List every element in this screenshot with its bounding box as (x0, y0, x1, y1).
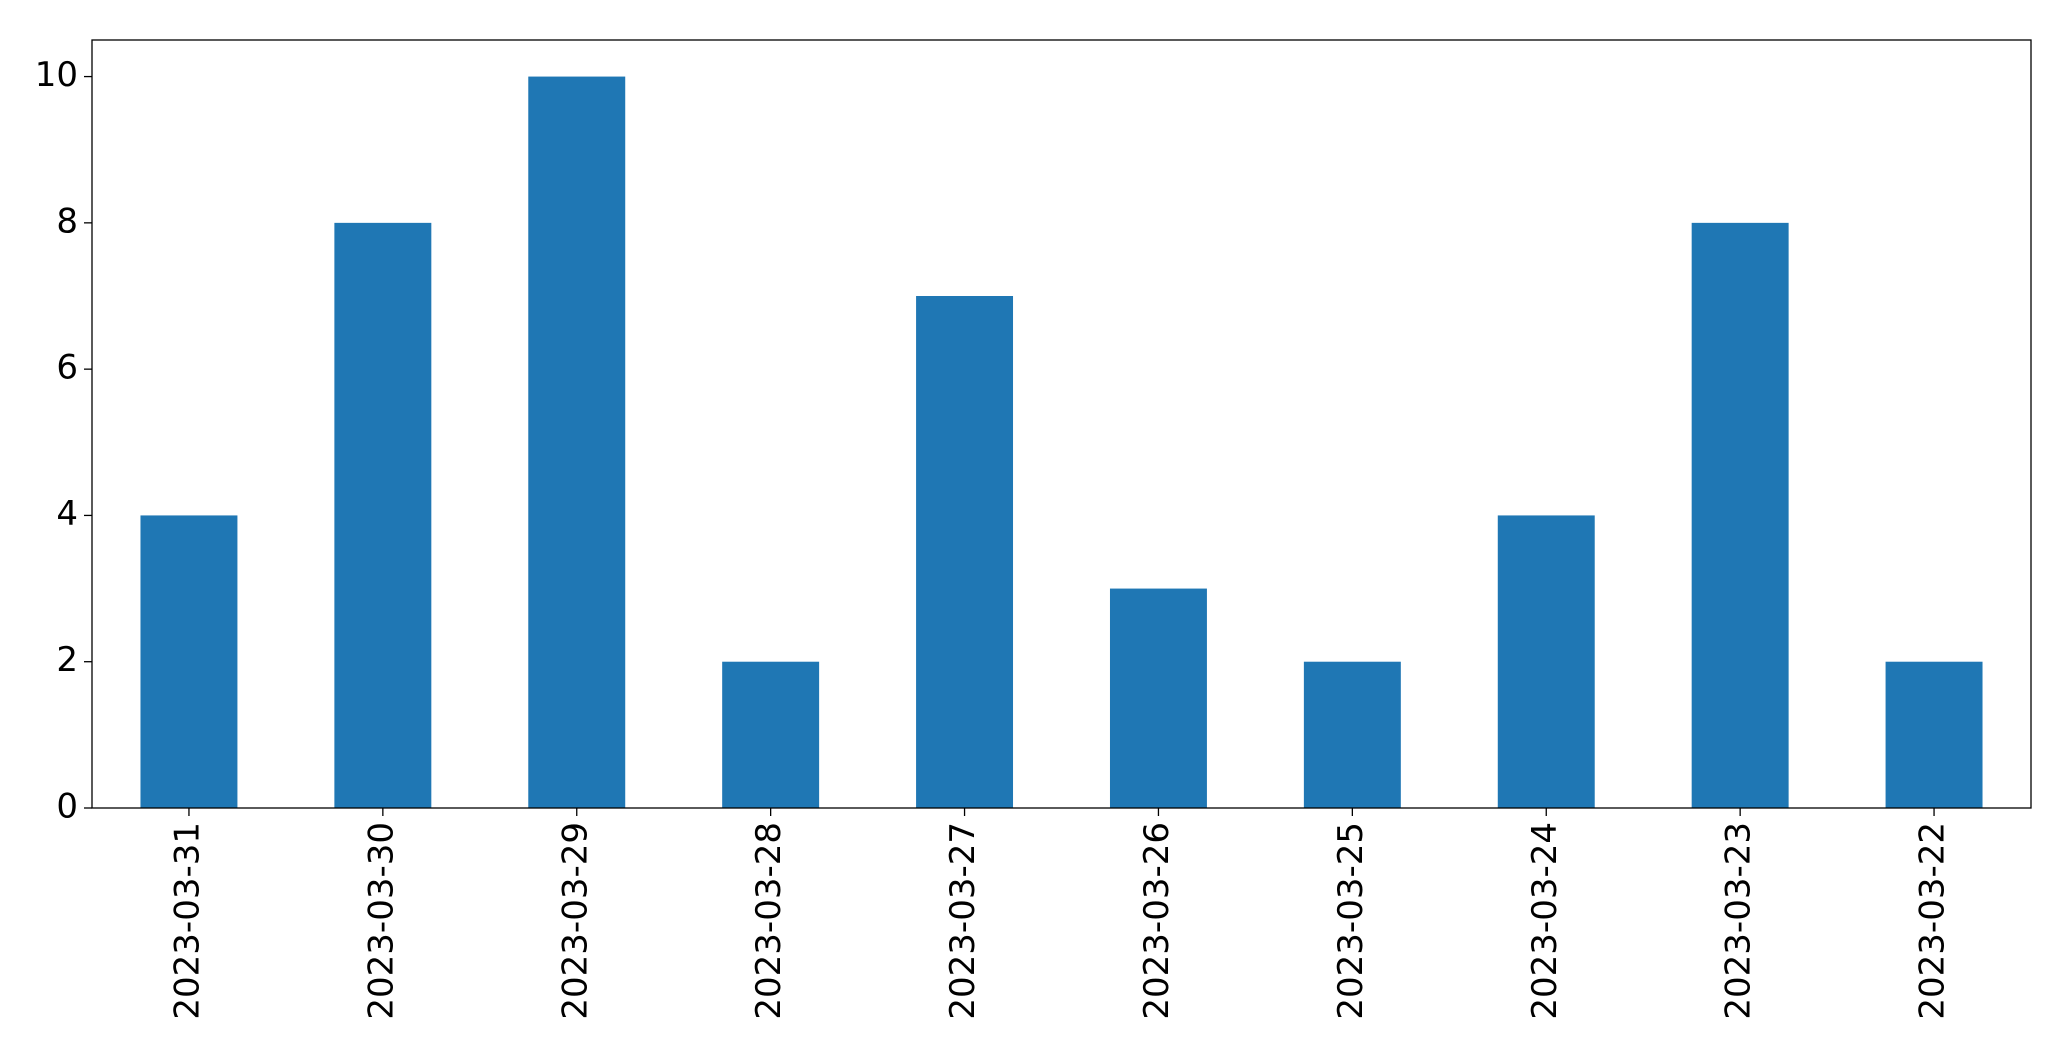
y-tick-label: 10 (35, 55, 78, 95)
x-tick-label: 2023-03-31 (167, 822, 207, 1020)
bar (140, 515, 238, 808)
y-tick-label: 4 (56, 494, 78, 534)
x-tick-label: 2023-03-28 (749, 822, 789, 1020)
bar (1497, 515, 1595, 808)
x-tick-label: 2023-03-25 (1331, 822, 1371, 1020)
bar (1885, 661, 1983, 808)
bar (1691, 222, 1789, 808)
y-tick-label: 2 (56, 640, 78, 680)
bar (1109, 588, 1207, 808)
x-tick-label: 2023-03-24 (1525, 822, 1565, 1020)
x-tick-label: 2023-03-23 (1719, 822, 1759, 1020)
y-tick-label: 0 (56, 787, 78, 827)
y-tick-label: 6 (56, 348, 78, 388)
x-tick-label: 2023-03-29 (555, 822, 595, 1020)
bar (528, 76, 626, 809)
y-tick-label: 8 (56, 201, 78, 241)
bar (1303, 661, 1401, 808)
bar (334, 222, 432, 808)
x-tick-label: 2023-03-27 (943, 822, 983, 1020)
bar (722, 661, 820, 808)
x-tick-label: 2023-03-26 (1137, 822, 1177, 1020)
x-tick-label: 2023-03-22 (1913, 822, 1953, 1020)
x-tick-label: 2023-03-30 (361, 822, 401, 1020)
plot-frame (91, 39, 2032, 809)
bar (916, 296, 1014, 808)
